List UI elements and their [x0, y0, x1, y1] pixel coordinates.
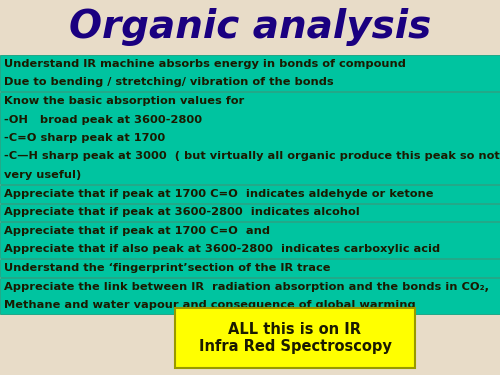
- Text: Methane and water vapour and consequence of global warming: Methane and water vapour and consequence…: [4, 300, 416, 310]
- Text: Appreciate that if peak at 3600-2800  indicates alcohol: Appreciate that if peak at 3600-2800 ind…: [4, 207, 360, 218]
- Text: Know the basic absorption values for: Know the basic absorption values for: [4, 96, 244, 106]
- Text: ALL this is on IR
Infra Red Spectroscopy: ALL this is on IR Infra Red Spectroscopy: [198, 322, 392, 354]
- Text: -C=O sharp peak at 1700: -C=O sharp peak at 1700: [4, 133, 165, 143]
- Bar: [0, 92, 500, 184]
- Text: Understand IR machine absorbs energy in bonds of compound: Understand IR machine absorbs energy in …: [4, 59, 406, 69]
- Text: Appreciate that if also peak at 3600-2800  indicates carboxylic acid: Appreciate that if also peak at 3600-280…: [4, 244, 440, 254]
- Bar: [0, 222, 500, 258]
- Text: -OH   broad peak at 3600-2800: -OH broad peak at 3600-2800: [4, 115, 202, 125]
- Text: very useful): very useful): [4, 170, 81, 180]
- Text: -C—H sharp peak at 3000  ( but virtually all organic produce this peak so not: -C—H sharp peak at 3000 ( but virtually …: [4, 152, 500, 162]
- Text: Organic analysis: Organic analysis: [69, 9, 431, 46]
- Bar: [0, 278, 500, 314]
- Text: Appreciate that if peak at 1700 C=O  indicates aldehyde or ketone: Appreciate that if peak at 1700 C=O indi…: [4, 189, 434, 199]
- Bar: [0, 55, 500, 91]
- Text: Appreciate that if peak at 1700 C=O  and: Appreciate that if peak at 1700 C=O and: [4, 226, 270, 236]
- Bar: [0, 204, 500, 221]
- Bar: [0, 259, 500, 277]
- Text: Due to bending / stretching/ vibration of the bonds: Due to bending / stretching/ vibration o…: [4, 77, 334, 87]
- Bar: [0, 185, 500, 202]
- Text: Appreciate the link between IR  radiation absorption and the bonds in CO₂,: Appreciate the link between IR radiation…: [4, 282, 489, 292]
- Bar: [175, 308, 415, 368]
- Text: Understand the ‘fingerprint’section of the IR trace: Understand the ‘fingerprint’section of t…: [4, 263, 330, 273]
